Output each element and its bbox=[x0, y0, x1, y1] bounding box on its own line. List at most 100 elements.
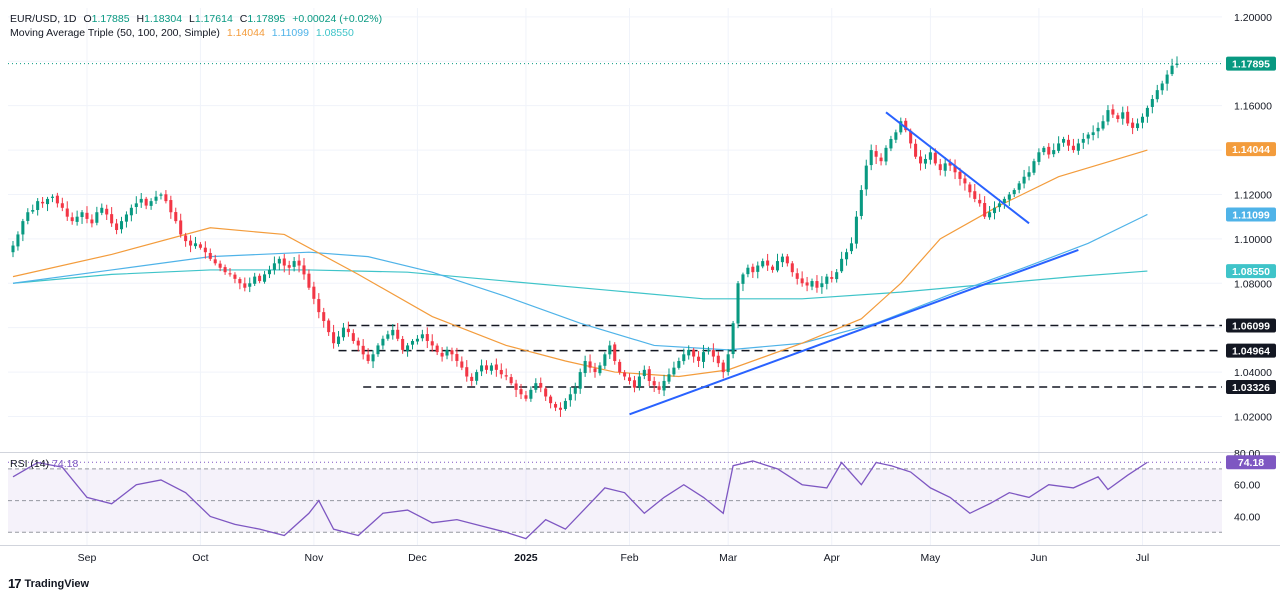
candle-body bbox=[164, 194, 168, 202]
candle-body bbox=[593, 368, 597, 373]
candle-body bbox=[968, 184, 972, 193]
candle-body bbox=[139, 198, 143, 203]
trendline-down bbox=[885, 111, 1030, 225]
candle-body bbox=[465, 367, 469, 377]
candle-body bbox=[489, 365, 493, 371]
candle-body bbox=[741, 274, 745, 284]
candle-body bbox=[1086, 134, 1090, 139]
candle-body bbox=[845, 252, 849, 260]
time-tick-label: Jul bbox=[1136, 552, 1149, 564]
candle-body bbox=[75, 216, 79, 222]
candle-body bbox=[810, 281, 814, 287]
candle-body bbox=[1175, 63, 1179, 65]
candle-body bbox=[189, 240, 193, 246]
candle-body bbox=[327, 320, 331, 333]
candle-body bbox=[642, 369, 646, 376]
candle-body bbox=[864, 165, 868, 190]
time-tick-label: Jun bbox=[1030, 552, 1047, 564]
candle-body bbox=[494, 364, 498, 370]
price-tag-bg bbox=[1226, 343, 1276, 358]
candle-body bbox=[918, 156, 923, 164]
candle-body bbox=[213, 259, 217, 264]
candle-body bbox=[307, 273, 311, 288]
ma-legend: Moving Average Triple (50, 100, 200, Sim… bbox=[10, 27, 358, 39]
candle-body bbox=[539, 382, 543, 388]
candle-body bbox=[721, 362, 725, 373]
ma-label: Moving Average Triple (50, 100, 200, Sim… bbox=[10, 27, 220, 39]
candle-body bbox=[36, 201, 40, 211]
candle-body bbox=[332, 332, 336, 344]
candle-body bbox=[169, 200, 173, 213]
candle-body bbox=[578, 372, 582, 389]
candle-body bbox=[26, 212, 30, 221]
close-value: 1.17895 bbox=[247, 13, 286, 25]
price-tag-bg bbox=[1226, 318, 1276, 333]
candle-body bbox=[835, 272, 839, 280]
candle-body bbox=[1096, 127, 1100, 132]
tradingview-logo-icon: 17 bbox=[8, 576, 22, 591]
candle-body bbox=[445, 349, 449, 356]
candle-body bbox=[95, 212, 99, 223]
candle-body bbox=[840, 258, 844, 272]
candle-body bbox=[1012, 190, 1016, 195]
candle-body bbox=[988, 212, 992, 218]
candle-body bbox=[277, 258, 281, 264]
candle-body bbox=[1155, 90, 1159, 100]
candle-body bbox=[119, 221, 124, 230]
candle-body bbox=[948, 162, 952, 166]
candle-body bbox=[480, 365, 484, 372]
rsi-tag-bg bbox=[1226, 455, 1276, 470]
candle-body bbox=[761, 261, 765, 267]
candle-body bbox=[223, 267, 227, 273]
candle-body bbox=[218, 263, 222, 268]
candle-body bbox=[697, 356, 701, 361]
candle-body bbox=[1145, 107, 1149, 117]
candle-body bbox=[652, 381, 656, 386]
candle-body bbox=[65, 208, 69, 217]
candle-body bbox=[287, 265, 291, 268]
candle-body bbox=[455, 354, 459, 361]
candle-body bbox=[1131, 122, 1135, 128]
time-tick-label: May bbox=[920, 552, 941, 564]
ma100-line bbox=[12, 213, 1148, 351]
candle-body bbox=[1126, 111, 1130, 124]
candle-body bbox=[499, 369, 503, 375]
candle-body bbox=[1121, 112, 1125, 119]
candle-body bbox=[608, 345, 612, 355]
candle-body bbox=[1106, 110, 1110, 122]
candle-body bbox=[174, 212, 178, 222]
candle-body bbox=[391, 329, 395, 336]
candle-body bbox=[706, 349, 710, 352]
ma50-value: 1.14044 bbox=[226, 27, 265, 39]
candle-body bbox=[115, 223, 119, 230]
candle-body bbox=[549, 396, 553, 404]
time-tick-label: Mar bbox=[719, 552, 738, 564]
candle-body bbox=[825, 276, 829, 284]
low-label: L bbox=[188, 13, 195, 25]
candle-body bbox=[376, 345, 380, 355]
candle-body bbox=[687, 349, 691, 356]
candle-body bbox=[588, 361, 592, 368]
candle-body bbox=[366, 354, 370, 361]
candle-body bbox=[450, 350, 454, 355]
candle-body bbox=[55, 195, 59, 204]
price-tag-label: 1.08550 bbox=[1232, 266, 1270, 278]
candle-body bbox=[554, 404, 558, 408]
time-tick-label: Sep bbox=[78, 552, 97, 564]
candle-body bbox=[790, 263, 794, 273]
candle-body bbox=[356, 340, 360, 346]
price-tag-label: 1.03326 bbox=[1232, 382, 1270, 394]
candle-body bbox=[992, 207, 997, 214]
price-tag-bg bbox=[1226, 56, 1276, 71]
candle-body bbox=[154, 196, 158, 201]
candle-body bbox=[524, 395, 528, 399]
candle-body bbox=[884, 147, 888, 162]
price-tag-label: 1.14044 bbox=[1232, 144, 1270, 156]
rsi-value-text: 74.18 bbox=[52, 458, 79, 470]
candle-body bbox=[756, 265, 760, 272]
candle-body bbox=[1017, 183, 1021, 190]
candle-body bbox=[381, 338, 385, 346]
time-tick-label: 2025 bbox=[514, 552, 538, 564]
candle-body bbox=[415, 338, 419, 342]
candle-body bbox=[1032, 161, 1036, 173]
